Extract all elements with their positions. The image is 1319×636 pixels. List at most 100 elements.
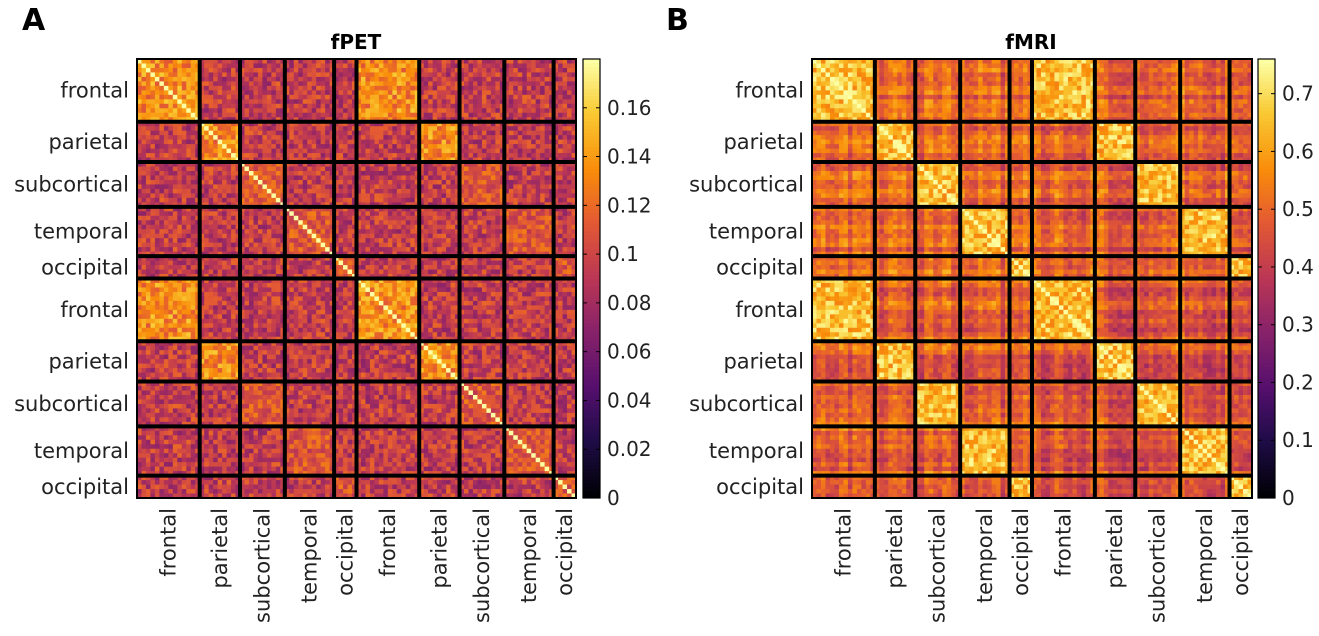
- heatmap-cell: [410, 94, 416, 100]
- heatmap-cell: [450, 67, 456, 73]
- heatmap-cell: [137, 148, 142, 154]
- heatmap-cell: [253, 144, 259, 149]
- heatmap-cell: [145, 144, 151, 149]
- heatmap-cell: [334, 117, 339, 123]
- heatmap-cell: [383, 81, 389, 87]
- heatmap-cell: [383, 282, 389, 288]
- heatmap-cell: [329, 121, 335, 127]
- heatmap-cell: [284, 265, 290, 270]
- heatmap-cell: [145, 211, 151, 217]
- heatmap-cell: [150, 117, 156, 123]
- heatmap-cell: [464, 72, 469, 78]
- heatmap-cell: [477, 148, 483, 154]
- heatmap-cell: [141, 238, 147, 244]
- heatmap-cell: [199, 162, 205, 167]
- heatmap-cell: [204, 274, 210, 279]
- heatmap-cell: [383, 139, 389, 145]
- heatmap-cell: [172, 85, 178, 91]
- heatmap-cell: [508, 85, 514, 91]
- heatmap-cell: [567, 224, 572, 230]
- heatmap-cell: [289, 170, 295, 176]
- heatmap-cell: [231, 247, 236, 253]
- heatmap-cell: [262, 85, 268, 91]
- heatmap-cell: [423, 94, 429, 100]
- heatmap-cell: [481, 99, 487, 105]
- heatmap-cell: [159, 215, 165, 221]
- heatmap-cell: [392, 139, 398, 145]
- heatmap-cell: [302, 278, 308, 284]
- heatmap-cell: [495, 215, 501, 221]
- heatmap-cell: [275, 117, 281, 123]
- heatmap-cell: [253, 206, 259, 212]
- heatmap-cell: [414, 278, 420, 284]
- heatmap-cell: [531, 76, 537, 82]
- heatmap-cell: [383, 112, 389, 118]
- heatmap-cell: [437, 126, 443, 132]
- heatmap-cell: [446, 274, 451, 279]
- heatmap-cell: [374, 117, 380, 123]
- heatmap-cell: [472, 103, 478, 109]
- heatmap-cell: [410, 175, 416, 181]
- heatmap-cell: [455, 229, 460, 235]
- heatmap-cell: [553, 103, 559, 109]
- heatmap-cell: [455, 99, 460, 105]
- heatmap-cell: [481, 72, 487, 78]
- heatmap-cell: [222, 265, 227, 270]
- heatmap-cell: [378, 126, 384, 132]
- heatmap-cell: [437, 260, 443, 266]
- heatmap-cell: [428, 206, 434, 212]
- heatmap-cell: [168, 166, 174, 172]
- heatmap-cell: [325, 117, 331, 123]
- heatmap-cell: [432, 282, 438, 288]
- heatmap-cell: [177, 59, 183, 64]
- heatmap-cell: [195, 242, 201, 248]
- heatmap-cell: [455, 72, 460, 78]
- heatmap-cell: [486, 206, 492, 212]
- heatmap-cell: [302, 274, 308, 279]
- heatmap-cell: [472, 229, 478, 235]
- heatmap-cell: [298, 117, 304, 123]
- heatmap-cell: [177, 274, 183, 279]
- heatmap-cell: [293, 220, 299, 226]
- heatmap-cell: [257, 211, 263, 217]
- heatmap-cell: [280, 256, 286, 261]
- heatmap-cell: [257, 139, 263, 145]
- heatmap-cell: [190, 108, 196, 114]
- heatmap-cell: [159, 260, 165, 266]
- heatmap-cell: [271, 130, 277, 136]
- heatmap-cell: [495, 269, 501, 275]
- heatmap-cell: [486, 211, 492, 217]
- heatmap-cell: [240, 215, 245, 221]
- heatmap-cell: [459, 130, 465, 136]
- heatmap-cell: [186, 99, 192, 105]
- heatmap-cell: [266, 76, 272, 82]
- heatmap-cell: [293, 121, 299, 127]
- heatmap-cell: [334, 238, 339, 244]
- heatmap-cell: [311, 81, 317, 87]
- heatmap-cell: [347, 76, 353, 82]
- heatmap-cell: [490, 220, 496, 226]
- heatmap-cell: [455, 135, 460, 141]
- heatmap-cell: [352, 260, 357, 266]
- heatmap-cell: [522, 251, 528, 257]
- heatmap-cell: [401, 282, 407, 288]
- heatmap-cell: [271, 229, 277, 235]
- heatmap-cell: [437, 238, 443, 244]
- heatmap-cell: [499, 112, 505, 118]
- heatmap-cell: [437, 94, 443, 100]
- heatmap-cell: [284, 242, 290, 248]
- heatmap-cell: [432, 260, 438, 266]
- heatmap-cell: [195, 94, 201, 100]
- heatmap-cell: [289, 67, 295, 73]
- heatmap-cell: [163, 238, 169, 244]
- heatmap-cell: [280, 94, 286, 100]
- heatmap-cell: [544, 162, 550, 167]
- heatmap-cell: [334, 251, 339, 257]
- heatmap-cell: [544, 229, 550, 235]
- heatmap-cell: [311, 251, 317, 257]
- heatmap-cell: [307, 148, 313, 154]
- heatmap-cell: [172, 188, 178, 194]
- heatmap-cell: [213, 103, 219, 109]
- heatmap-cell: [163, 197, 169, 203]
- heatmap-cell: [253, 67, 259, 73]
